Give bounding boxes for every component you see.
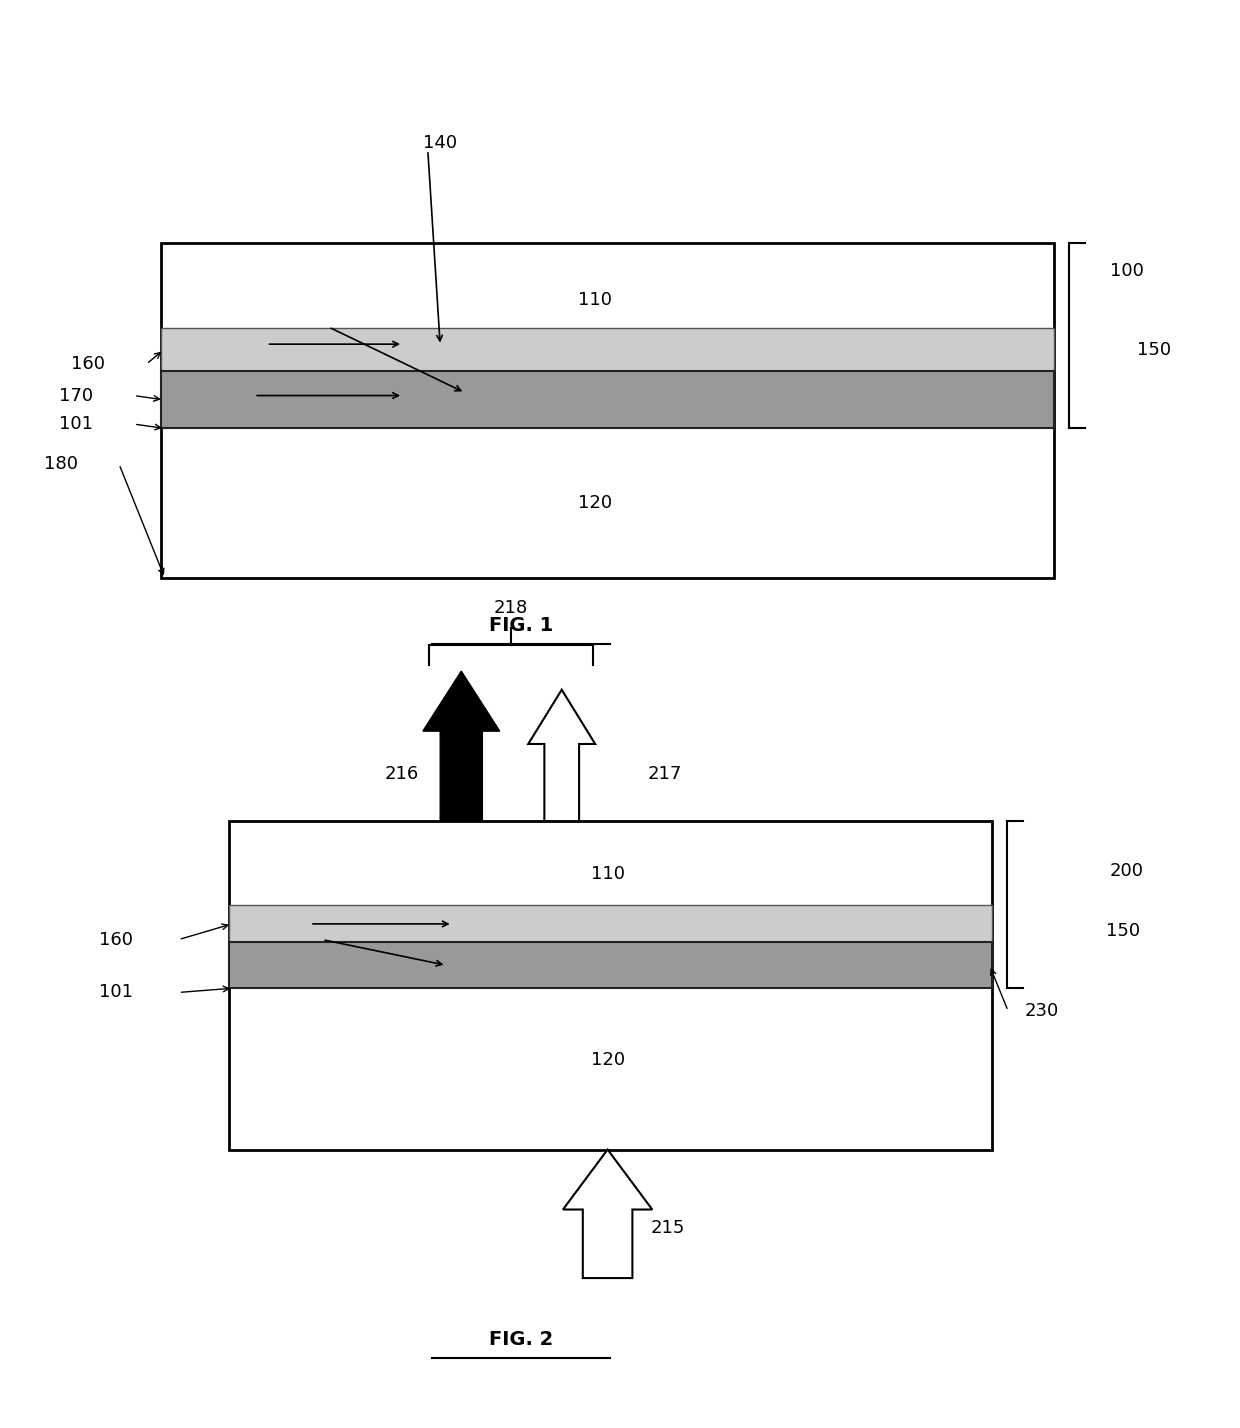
Text: 110: 110 [578, 291, 613, 308]
Bar [229, 905, 992, 942]
FancyArrow shape [423, 671, 500, 821]
Text: 101: 101 [60, 416, 93, 433]
Text: 110: 110 [590, 865, 625, 883]
Text: 150: 150 [1106, 922, 1141, 940]
FancyArrow shape [528, 690, 595, 821]
Text: 215: 215 [651, 1220, 686, 1237]
Text: 180: 180 [45, 456, 78, 473]
Text: 140: 140 [423, 134, 458, 151]
FancyArrow shape [563, 1150, 652, 1278]
Text: 120: 120 [578, 494, 613, 511]
Bar [229, 821, 992, 1150]
Text: 150: 150 [1137, 341, 1172, 358]
Text: 160: 160 [72, 356, 105, 373]
Bar [161, 371, 1054, 428]
Text: 101: 101 [99, 984, 133, 1001]
Text: 216: 216 [384, 765, 419, 783]
Text: 217: 217 [647, 765, 682, 783]
Text: 230: 230 [1024, 1002, 1059, 1020]
Text: 160: 160 [99, 931, 133, 948]
Text: FIG. 2: FIG. 2 [489, 1329, 553, 1349]
Text: FIG. 1: FIG. 1 [489, 615, 553, 635]
Bar [161, 243, 1054, 578]
Bar [229, 942, 992, 988]
Text: 218: 218 [494, 600, 528, 617]
Text: 100: 100 [1110, 263, 1143, 280]
Text: 120: 120 [590, 1051, 625, 1068]
Text: 170: 170 [58, 387, 93, 404]
Text: 200: 200 [1110, 863, 1143, 880]
Bar [161, 328, 1054, 371]
